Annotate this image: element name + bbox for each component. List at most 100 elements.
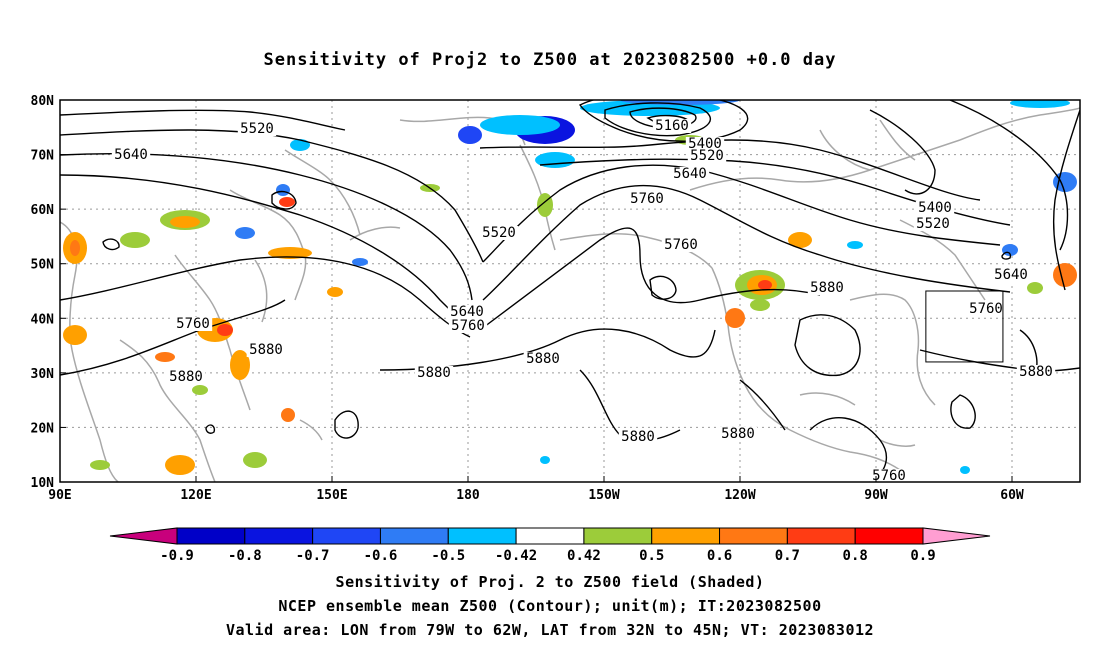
contour-label: 5400: [688, 136, 722, 152]
lon-tick-label: 90W: [864, 488, 888, 503]
contour-label-bg: [807, 281, 847, 295]
contour-label: 5880: [810, 280, 844, 296]
contour-label: 5160: [655, 118, 689, 134]
contour-label: 5400: [918, 200, 952, 216]
lat-tick-label: 60N: [31, 203, 55, 218]
colorbar-swatch: [447, 527, 517, 545]
contour-label: 5520: [240, 121, 274, 137]
contour-label-bg: [1016, 365, 1056, 379]
contour-label-bg: [869, 469, 909, 482]
lat-tick-label: 30N: [31, 367, 55, 382]
contour-label-bg: [414, 366, 454, 380]
contour-label-bg: [166, 370, 206, 384]
colorbar-swatch: [854, 527, 924, 545]
lon-tick-label: 120W: [724, 488, 755, 503]
contour-label: 5880: [721, 426, 755, 442]
colorbar-label: -0.7: [296, 548, 330, 564]
lon-tick-label: 90E: [48, 488, 71, 503]
colorbar-label: 0.9: [910, 548, 935, 564]
contour-label-bg: [237, 122, 277, 136]
contour-label: 5640: [994, 267, 1028, 283]
contour-label-bg: [246, 343, 286, 357]
colorbar-label: -0.42: [495, 548, 537, 564]
map-frame: [59, 99, 1081, 483]
contour-label: 5880: [249, 342, 283, 358]
contour-label: 5880: [417, 365, 451, 381]
contour-label: 5880: [526, 351, 560, 367]
colorbar-swatch: [312, 527, 381, 545]
contour-label: 5640: [114, 147, 148, 163]
contour-label: 5760: [451, 318, 485, 334]
contour-label: 5640: [673, 166, 707, 182]
lat-tick-label: 20N: [31, 421, 55, 436]
colorbar-high-arrow: [922, 527, 991, 545]
caption-line-3: Valid area: LON from 79W to 62W, LAT fro…: [225, 621, 875, 639]
colorbar-label: 0.8: [843, 548, 868, 564]
contour-label-bg: [661, 238, 701, 252]
colorbar-swatch: [244, 527, 314, 545]
contour-label: 5640: [450, 304, 484, 320]
contour-label: 5880: [169, 369, 203, 385]
contour-label-bg: [652, 119, 692, 133]
contour-label-bg: [479, 226, 519, 240]
contour-label-bg: [173, 317, 213, 331]
caption-line-2: NCEP ensemble mean Z500 (Contour); unit(…: [278, 597, 822, 615]
lat-tick-label: 10N: [31, 476, 55, 491]
lon-tick-label: 120E: [180, 488, 211, 503]
contour-label: 5520: [690, 148, 724, 164]
lat-tick-label: 40N: [31, 312, 55, 327]
colorbar-swatch: [583, 527, 653, 545]
contour-label-bg: [718, 427, 758, 441]
colorbar: -0.9 -0.8 -0.7 -0.6 -0.5 -0.42 0.42 0.5 0.6 0.7 0.…: [109, 527, 991, 564]
contour-label: 5880: [1019, 364, 1053, 380]
contour-label: 5760: [630, 191, 664, 207]
colorbar-swatch: [515, 527, 585, 545]
contour-label-bg: [627, 192, 667, 206]
contour-label: 5520: [916, 216, 950, 232]
contour-label-bg: [523, 352, 563, 366]
colorbar-label: 0.42: [567, 548, 601, 564]
colorbar-swatch: [379, 527, 449, 545]
contour-label-bg: [448, 319, 488, 333]
contour-label-bg: [447, 305, 487, 319]
lon-tick-label: 60W: [1000, 488, 1024, 503]
lon-tick-label: 150E: [316, 488, 347, 503]
contour-label-bg: [913, 217, 953, 231]
colorbar-label: -0.5: [431, 548, 465, 564]
contour-label-bg: [966, 302, 1006, 316]
contour-label-bg: [915, 201, 955, 215]
contour-label: 5760: [664, 237, 698, 253]
contour-label: 5760: [969, 301, 1003, 317]
contour-label-bg: [685, 137, 725, 151]
colorbar-low-arrow: [109, 527, 178, 545]
contour-label: 5760: [176, 316, 210, 332]
lat-tick-label: 80N: [31, 94, 55, 109]
colorbar-label: 0.5: [639, 548, 664, 564]
contour-labels: 5160540055205520564056405640576057605760…: [111, 118, 1056, 484]
lat-tick-label: 50N: [31, 258, 55, 273]
contour-label-bg: [618, 430, 658, 444]
contour-label-bg: [111, 148, 151, 162]
colorbar-swatch: [786, 527, 856, 545]
caption-line-1: Sensitivity of Proj. 2 to Z500 field (Sh…: [335, 573, 765, 591]
lon-tick-label: 180: [456, 488, 480, 503]
graticule: [60, 100, 1080, 482]
contour-label-bg: [991, 268, 1031, 282]
colorbar-swatch: [651, 527, 721, 545]
lon-tick-label: 150W: [588, 488, 619, 503]
contour-label-bg: [687, 149, 727, 163]
contour-label: 5880: [621, 429, 655, 445]
colorbar-label: -0.9: [160, 548, 194, 564]
map-title: Sensitivity of Proj2 to Z500 at 20230825…: [263, 50, 837, 70]
valid-area-box: [925, 290, 1004, 363]
colorbar-swatch: [176, 527, 246, 545]
contour-label: 5760: [872, 468, 906, 484]
colorbar-label: -0.8: [228, 548, 262, 564]
colorbar-label: 0.6: [707, 548, 732, 564]
lat-tick-label: 70N: [31, 149, 55, 164]
contour-label-bg: [670, 167, 710, 181]
colorbar-label: -0.6: [364, 548, 398, 564]
colorbar-swatch: [719, 527, 788, 545]
colorbar-label: 0.7: [775, 548, 800, 564]
